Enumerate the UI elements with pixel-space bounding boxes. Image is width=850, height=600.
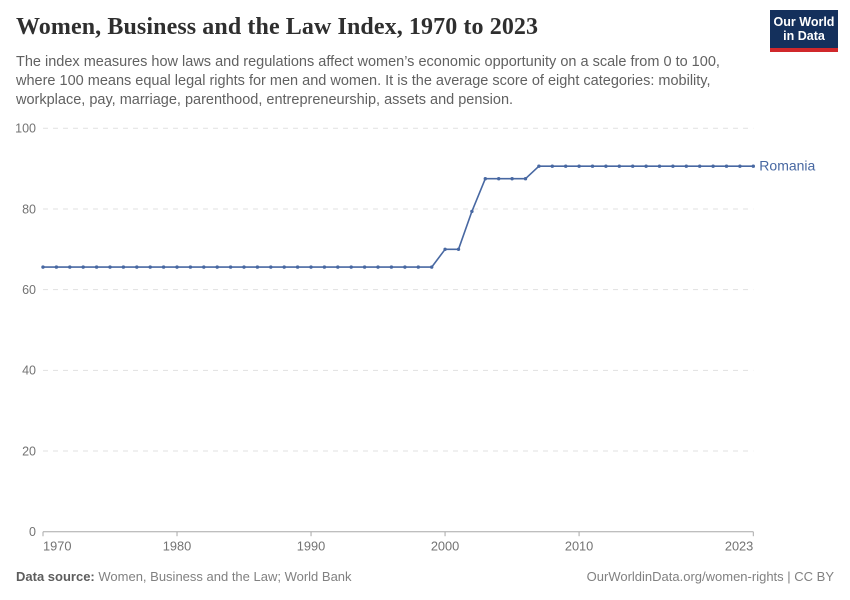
data-point (738, 164, 742, 168)
data-point (108, 265, 112, 269)
data-point (175, 265, 179, 269)
data-point (135, 265, 139, 269)
data-point (309, 265, 313, 269)
y-tick-label: 0 (29, 525, 36, 539)
data-point (202, 265, 206, 269)
data-point (711, 164, 715, 168)
y-tick-label: 40 (22, 364, 36, 378)
data-point (188, 265, 193, 269)
chart-subtitle: The index measures how laws and regulati… (16, 54, 720, 108)
owid-logo-line1: Our World (773, 15, 835, 29)
y-tick-label: 100 (15, 122, 36, 136)
data-point (510, 177, 514, 181)
series-label-romania: Romania (759, 158, 815, 174)
data-point (657, 164, 662, 168)
data-point (336, 265, 340, 269)
series-points-romania (41, 164, 755, 269)
data-point (590, 164, 595, 168)
data-point (671, 164, 675, 168)
data-point (255, 265, 260, 269)
x-axis-ticks (42, 531, 754, 537)
y-tick-label: 60 (22, 283, 36, 297)
owid-logo-line2: in Data (783, 29, 825, 43)
data-point (148, 265, 152, 269)
owid-license-link[interactable]: OurWorldinData.org/women-rights | CC BY (586, 569, 834, 584)
data-point (41, 265, 45, 269)
data-point (577, 164, 581, 168)
data-point (362, 265, 367, 269)
data-point (68, 265, 72, 269)
x-tick-label: 1980 (163, 539, 191, 554)
data-point (684, 164, 688, 168)
line-chart: 0 20 40 60 80 100 1970 1980 1990 2000 2010 2023 Roma… (15, 122, 815, 554)
data-point (751, 164, 755, 168)
data-point (443, 247, 447, 251)
data-point (537, 164, 541, 168)
data-point (631, 164, 635, 168)
y-tick-label: 80 (22, 202, 36, 216)
x-tick-label: 1990 (297, 539, 325, 554)
data-point (456, 247, 461, 251)
x-axis-labels: 1970 1980 1990 2000 2010 2023 (43, 539, 753, 554)
data-point (121, 265, 126, 269)
data-point (376, 265, 380, 269)
data-point (416, 265, 420, 269)
data-point (564, 164, 568, 168)
series-line-romania (43, 165, 754, 268)
data-point (295, 265, 300, 269)
x-tick-label: 2000 (431, 539, 459, 554)
y-axis-labels: 0 20 40 60 80 100 (15, 122, 36, 539)
data-source-label: Data source: (16, 569, 95, 584)
data-point (269, 265, 273, 269)
data-point (470, 209, 474, 214)
y-tick-label: 20 (22, 444, 36, 458)
data-point (94, 265, 99, 269)
data-point (523, 177, 528, 181)
data-point (242, 265, 246, 269)
data-point (644, 164, 648, 168)
data-point (403, 265, 407, 269)
data-point (430, 265, 434, 269)
data-point (698, 164, 702, 168)
owid-logo[interactable]: Our World in Data (770, 10, 838, 52)
data-source-value: Women, Business and the Law; World Bank (98, 569, 352, 584)
data-point (617, 164, 621, 168)
data-point (215, 265, 219, 269)
data-point (604, 164, 608, 168)
data-point (550, 164, 554, 168)
page-title: Women, Business and the Law Index, 1970 … (16, 14, 539, 40)
data-point (322, 265, 327, 269)
y-gridlines (43, 127, 754, 533)
data-source: Data source: Women, Business and the Law… (16, 569, 352, 584)
x-tick-label: 2023 (725, 539, 753, 554)
chart-footer: Data source: Women, Business and the Law… (16, 569, 834, 584)
data-point (228, 265, 233, 269)
x-tick-label: 2010 (565, 539, 593, 554)
data-point (389, 265, 394, 269)
x-tick-label: 1970 (43, 539, 71, 554)
data-point (483, 177, 487, 181)
data-point (349, 265, 353, 269)
data-point (497, 177, 501, 181)
data-point (161, 265, 166, 269)
data-point (724, 164, 729, 168)
data-point (81, 265, 85, 269)
data-point (282, 265, 286, 269)
data-point (54, 265, 59, 269)
